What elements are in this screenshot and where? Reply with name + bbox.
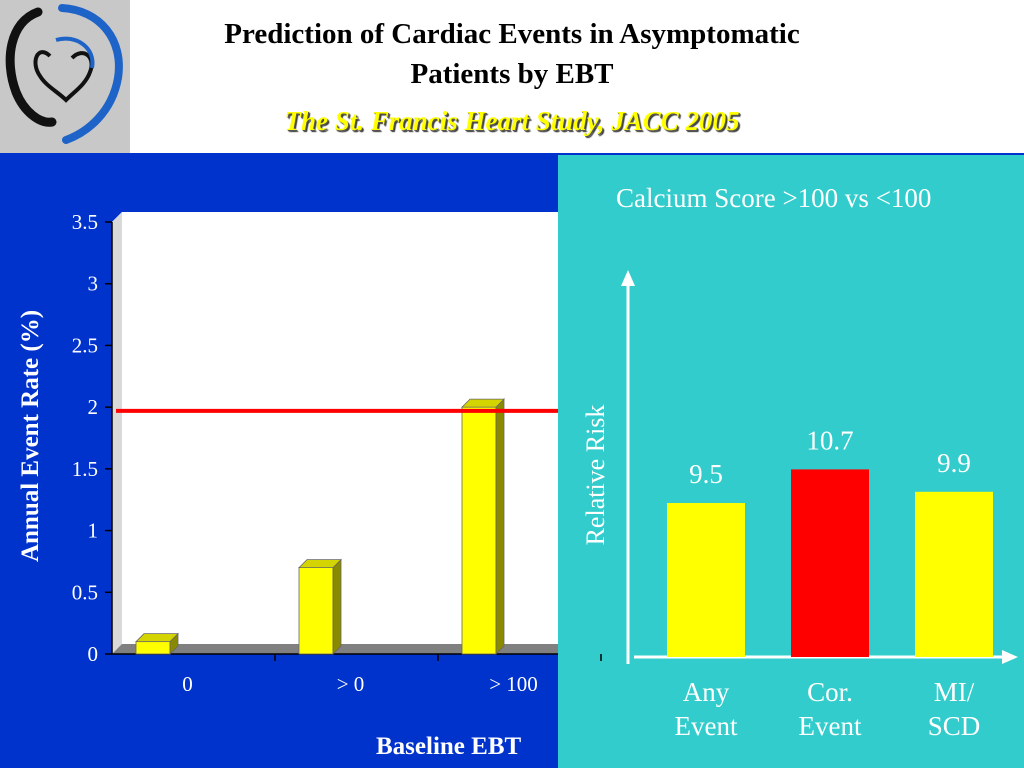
- y-tick-label: 2: [88, 395, 99, 419]
- y-tick-label: 3: [88, 272, 99, 296]
- right-chart-panel: [558, 155, 1024, 768]
- category-label: Event: [799, 711, 862, 741]
- category-label: MI/: [934, 677, 975, 707]
- y-tick-label: 3.5: [72, 210, 98, 234]
- x-tick-label: > 0: [337, 672, 365, 696]
- category-label: Event: [675, 711, 738, 741]
- data-label: 10.7: [806, 425, 853, 455]
- y-tick-label: 0.5: [72, 580, 98, 604]
- bar: [135, 632, 179, 655]
- title-line-2: Patients by EBT: [410, 58, 614, 90]
- heart-logo-icon: [5, 4, 123, 144]
- bar-top: [298, 559, 342, 568]
- plot-area: [112, 212, 558, 654]
- right-chart-title: Calcium Score >100 vs <100: [616, 183, 931, 213]
- y-tick-label: 2.5: [72, 333, 98, 357]
- x-tick-label: 0: [182, 672, 193, 696]
- relative-risk-bar: [791, 469, 869, 657]
- plot-side-wall: [112, 212, 122, 654]
- logo: [0, 0, 130, 153]
- right-y-axis-label: Relative Risk: [581, 405, 610, 546]
- x-axis-arrow-icon: [1002, 650, 1018, 664]
- relative-risk-bar: [667, 503, 745, 657]
- y-tick-label: 0: [88, 642, 99, 666]
- subtitle: The St. Francis Heart Study, JACC 2005: [284, 106, 740, 136]
- category-label: SCD: [928, 711, 981, 741]
- data-label: 9.9: [937, 448, 971, 478]
- category-label: Cor.: [807, 677, 853, 707]
- y-axis-label: Annual Event Rate (%): [17, 310, 44, 562]
- bar: [298, 558, 342, 655]
- bar: [461, 398, 505, 655]
- bar-top: [135, 633, 179, 643]
- y-tick-label: 1: [88, 519, 99, 543]
- y-tick-label: 1.5: [72, 457, 98, 481]
- bar-top: [461, 398, 505, 408]
- x-tick-label: > 100: [489, 672, 538, 696]
- y-axis-arrow-icon: [621, 270, 635, 286]
- title-line-1: Prediction of Cardiac Events in Asymptom…: [224, 18, 800, 50]
- x-axis-label: Baseline EBT: [376, 733, 521, 760]
- category-label: Any: [683, 677, 730, 707]
- relative-risk-bar: [915, 491, 993, 657]
- data-label: 9.5: [689, 459, 723, 489]
